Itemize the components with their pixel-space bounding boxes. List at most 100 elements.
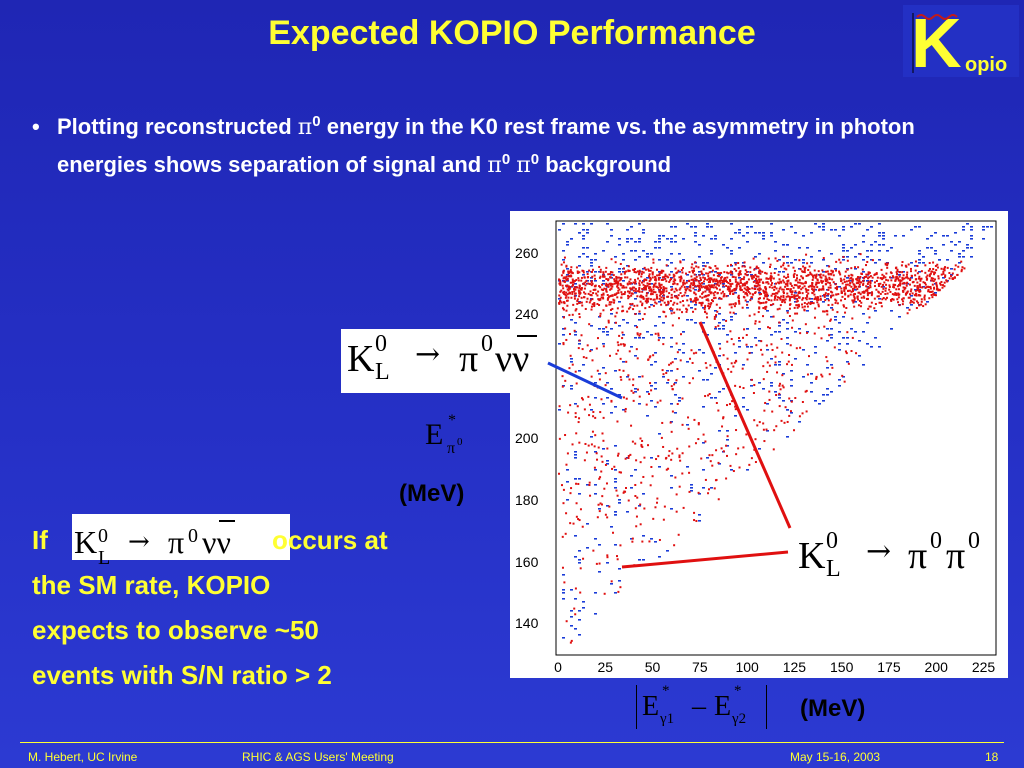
background-point [558, 282, 561, 285]
background-point [791, 295, 794, 298]
signal-point [674, 226, 677, 228]
background-point [814, 276, 817, 279]
background-point [732, 303, 735, 306]
background-point [860, 273, 863, 276]
background-point [559, 296, 562, 299]
background-point [853, 297, 856, 300]
background-point [882, 275, 885, 278]
background-point [682, 283, 685, 286]
background-point [620, 296, 623, 299]
background-point [745, 282, 748, 285]
signal-point [626, 238, 629, 240]
signal-point [638, 238, 641, 240]
background-point [833, 346, 836, 349]
signal-point [962, 256, 965, 258]
background-point [843, 280, 846, 283]
signal-point [782, 244, 785, 246]
signal-point [626, 241, 629, 243]
background-point [858, 280, 861, 283]
background-point [801, 270, 804, 273]
background-point [897, 296, 900, 299]
background-point [681, 295, 684, 298]
background-point [602, 272, 605, 275]
background-point [875, 272, 878, 275]
background-point [737, 283, 740, 286]
background-point [633, 304, 636, 307]
x-tick-label: 0 [554, 659, 562, 675]
background-point [693, 273, 696, 276]
background-point [720, 276, 723, 279]
signal-point [670, 262, 673, 264]
background-point [868, 316, 871, 319]
background-point [670, 293, 673, 296]
signal-point [878, 244, 881, 246]
background-point [642, 295, 645, 298]
background-point [632, 384, 635, 387]
background-point [583, 408, 586, 411]
signal-point [718, 328, 721, 330]
background-point [789, 344, 792, 347]
background-point [909, 301, 912, 304]
background-point [850, 285, 853, 288]
signal-point [882, 232, 885, 234]
background-point [599, 298, 602, 301]
background-point [616, 558, 619, 561]
background-point [813, 269, 816, 272]
signal-point [982, 226, 985, 228]
signal-point [758, 292, 761, 294]
signal-point [634, 355, 637, 357]
background-point [673, 301, 676, 304]
background-point [929, 287, 932, 290]
background-point [789, 289, 792, 292]
signal-point [890, 277, 893, 279]
background-point [816, 296, 819, 299]
signal-point [802, 376, 805, 378]
background-point [931, 283, 934, 286]
signal-point [658, 271, 661, 273]
background-point [950, 274, 953, 277]
background-point [616, 296, 619, 299]
background-point [678, 288, 681, 291]
background-point [619, 544, 622, 547]
background-point [845, 352, 848, 355]
background-point [590, 308, 593, 311]
background-point [786, 420, 789, 423]
background-point [729, 311, 732, 314]
signal-point [758, 340, 761, 342]
y-axis-label: E * π 0 [425, 412, 463, 457]
background-point [742, 387, 745, 390]
background-point [601, 296, 604, 299]
background-point [693, 511, 696, 514]
signal-point [562, 598, 565, 600]
background-point [758, 307, 761, 310]
signal-point [634, 241, 637, 243]
background-point [773, 295, 776, 298]
signal-point [734, 415, 737, 417]
background-point [913, 298, 916, 301]
signal-point [650, 334, 653, 336]
background-point [689, 298, 692, 301]
signal-point [654, 352, 657, 354]
background-point [652, 261, 655, 264]
background-point [615, 352, 618, 355]
background-point [835, 299, 838, 302]
background-point [698, 288, 701, 291]
background-point [678, 308, 681, 311]
background-point [894, 279, 897, 282]
background-point [868, 271, 871, 274]
signal-point [954, 232, 957, 234]
background-point [661, 291, 664, 294]
background-point [647, 444, 650, 447]
background-point [919, 294, 922, 297]
background-point [587, 282, 590, 285]
background-point [907, 296, 910, 299]
background-point [844, 297, 847, 300]
background-point [708, 307, 711, 310]
signal-point [726, 295, 729, 297]
background-point [895, 292, 898, 295]
background-point [676, 297, 679, 300]
background-point [733, 268, 736, 271]
background-point [764, 401, 767, 404]
background-point [704, 286, 707, 289]
signal-point [746, 226, 749, 228]
